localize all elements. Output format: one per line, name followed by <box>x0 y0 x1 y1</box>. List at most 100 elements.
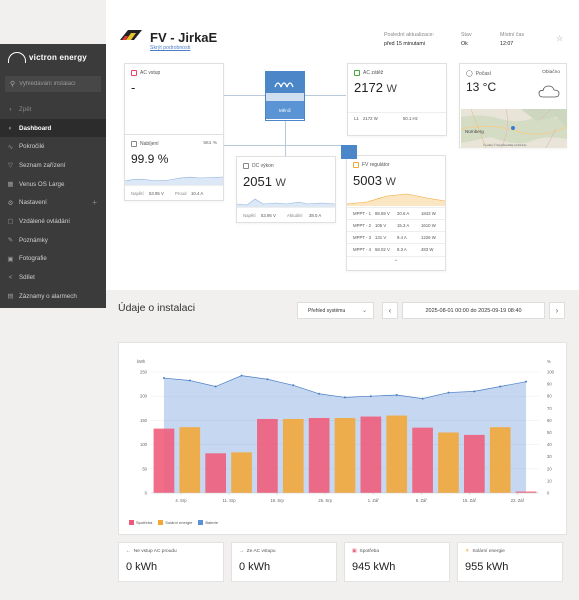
next-range-button[interactable]: › <box>549 302 565 319</box>
sidebar-item-share[interactable]: < Sdílet <box>0 268 106 287</box>
search-input[interactable] <box>19 81 101 87</box>
battery-point <box>395 393 398 396</box>
legend-item[interactable]: Baterie <box>198 520 218 525</box>
victron-logo[interactable]: victron energy <box>0 44 106 70</box>
legend-item[interactable]: Solární energie <box>158 520 192 525</box>
battery-point <box>292 384 295 387</box>
inverter-block[interactable]: Měnič <box>265 71 305 121</box>
collapse-chevron-icon[interactable]: ⌃ <box>347 256 445 266</box>
legend-item[interactable]: Spotřeba <box>129 520 152 525</box>
y-tick-label: 250 <box>140 370 148 375</box>
view-select[interactable]: Přehled systému ⌄ <box>297 302 374 319</box>
kpi-value: 945 kWh <box>352 561 396 573</box>
y2-tick-label: 40 <box>547 442 552 447</box>
kpi-value: 0 kWh <box>239 561 271 573</box>
mppt-row: MPPT - 1 88.69 V 20.6 A 1843 W <box>347 207 445 219</box>
sidebar-item-back[interactable]: ‹ Zpět <box>0 100 106 119</box>
plug-icon <box>131 70 137 76</box>
weather-card[interactable]: ◯ Počasí Oblačno 13 °C Nürnberg © Leaflet… <box>459 63 567 148</box>
pv-charger-card[interactable]: FV regulátor 5003 W MPPT - 1 88.69 V 20.6 … <box>341 145 446 271</box>
local-time-value: 12:07 <box>500 41 514 47</box>
chevron-left-icon: ‹ <box>388 306 392 315</box>
battery-point <box>421 397 424 400</box>
favorite-star-icon[interactable]: ☆ <box>556 34 564 43</box>
site-flag-icon <box>120 30 142 40</box>
expand-icon[interactable]: + <box>92 198 97 208</box>
y2-tick-label: 60 <box>547 418 552 423</box>
y2-tick-label: 20 <box>547 466 552 471</box>
consumption-bar <box>412 427 433 493</box>
location-pin-icon: ◯ <box>466 71 473 77</box>
battery-point <box>499 385 502 388</box>
mppt-row: MPPT - 2 105 V 15.3 A 1610 W <box>347 219 445 231</box>
status-label: Stav <box>461 32 472 38</box>
battery-card[interactable]: Nabíjení 561 % 99.9 % Napětí 53.95 V Pro… <box>124 134 224 201</box>
energy-chart-card: 0 50 100 150 200 250 0 10 20 30 40 50 60 70 80 90 100 kWh… <box>118 342 567 535</box>
arrow-right-icon: → <box>239 549 244 554</box>
battery-soc: 99.9 % <box>131 152 169 166</box>
sidebar-item-label: Poznámky <box>19 236 48 244</box>
x-tick-label: 18. Srp <box>270 498 284 503</box>
note-icon: ✎ <box>7 237 14 245</box>
battery-label: Nabíjení <box>140 141 159 147</box>
alarm-icon: ▤ <box>7 293 14 301</box>
sidebar-item-label: Záznamy o alarmech <box>19 292 77 300</box>
sidebar: victron energy ⚲ ‹ Zpět ◐ Dashboard ∿ Pokro… <box>0 44 106 308</box>
ac-loads-value: 2172 W <box>354 80 397 95</box>
x-tick-label: 4. Srp <box>175 498 187 503</box>
site-title: FV - JirkaE <box>150 30 218 45</box>
ac-loads-card[interactable]: AC zátěž 2172 W L1 2172 W 50.1 Hz <box>347 63 447 136</box>
prev-range-button[interactable]: ‹ <box>382 302 398 319</box>
sidebar-item-notes[interactable]: ✎ Poznámky <box>0 231 106 250</box>
location-map[interactable]: Nürnberg © Leaflet, © OpenStreetMap cont… <box>461 109 567 148</box>
connector-line <box>285 145 348 146</box>
kpi-card: ☀ Solární energie 955 kWh <box>457 542 563 582</box>
sidebar-item-photos[interactable]: ▣ Fotografie <box>0 250 106 269</box>
y2-axis-label: % <box>547 359 551 364</box>
hide-details-link[interactable]: Skrýt podrobnosti <box>150 45 191 51</box>
battery-point <box>240 374 243 377</box>
search-box[interactable]: ⚲ <box>5 76 101 92</box>
sidebar-item-alarm-logs[interactable]: ▤ Záznamy o alarmech <box>0 287 106 306</box>
consumption-bar <box>153 428 175 493</box>
sidebar-item-remote-control[interactable]: ▢ Vzdálené ovládání <box>0 212 106 231</box>
consumption-bar <box>257 418 278 493</box>
sidebar-item-label: Sdílet <box>19 274 35 282</box>
chevron-right-icon: › <box>555 306 559 315</box>
dc-system-card[interactable]: DC výkon 2051 W Napětí 53.95 V Aktuální … <box>236 156 336 223</box>
victron-logo-icon <box>8 51 26 63</box>
dc-stats-row: Napětí 53.95 V Aktuální 38.0 A <box>237 207 335 222</box>
date-range[interactable]: 2025-08-01 00:00 do 2025-09-19 08:40 <box>402 302 545 319</box>
sidebar-item-dashboard[interactable]: ◐ Dashboard <box>0 118 106 138</box>
sidebar-item-advanced[interactable]: ∿ Pokročilé <box>0 137 106 156</box>
sidebar-item-settings[interactable]: ⚙ Nastavení + <box>0 193 106 212</box>
sidebar-item-label: Fotografie <box>19 255 47 263</box>
sidebar-item-device-list[interactable]: ▽ Seznam zařízení <box>0 156 106 175</box>
mppt-row: MPPT - 3 131 V 9.4 A 1226 W <box>347 231 445 243</box>
last-update: Poslední aktualizace: před 15 minutami <box>384 32 434 47</box>
ac-loads-phase-row: L1 2172 W 50.1 Hz <box>348 112 446 124</box>
weather-condition: Oblačno <box>542 70 560 75</box>
y-tick-label: 200 <box>140 394 148 399</box>
plug-icon <box>354 70 360 76</box>
consumption-bar <box>463 434 485 493</box>
dc-icon <box>243 163 249 169</box>
dashboard-icon: ◐ <box>8 124 13 132</box>
solar-bar <box>334 417 356 493</box>
y-tick-label: 0 <box>145 491 148 496</box>
sidebar-item-label: Pokročilé <box>19 143 45 151</box>
pv-connector-badge <box>341 145 357 159</box>
battery-point <box>525 380 528 383</box>
dc-system-label: DC výkon <box>252 163 274 169</box>
x-tick-label: 11. Srp <box>222 498 236 503</box>
list-icon: ▽ <box>8 162 13 170</box>
y2-tick-label: 70 <box>547 406 552 411</box>
photo-icon: ▣ <box>7 255 14 263</box>
y-tick-label: 50 <box>142 466 147 471</box>
cloud-icon <box>538 85 560 98</box>
sun-icon <box>353 162 359 168</box>
sun-icon: ☀ <box>465 549 470 554</box>
sidebar-item-venus-os[interactable]: ▦ Venus OS Large <box>0 175 106 194</box>
ac-input-card[interactable]: AC vstup - <box>124 63 224 136</box>
battery-point <box>369 395 372 398</box>
